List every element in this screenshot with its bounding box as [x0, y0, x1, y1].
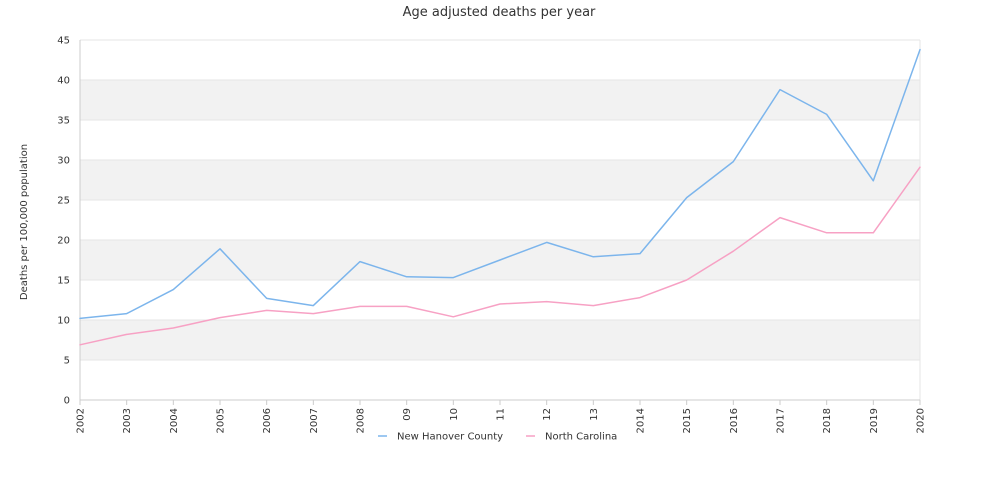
x-tick-label: 2018	[822, 408, 833, 433]
series-line-1	[79, 48, 921, 320]
legend: New Hanover County North Carolina	[378, 432, 617, 443]
x-tick-label: 11	[496, 408, 507, 421]
x-tick-label: 13	[589, 408, 600, 421]
y-tick-label: 30	[57, 156, 70, 167]
x-tick-label: 09	[402, 408, 413, 421]
grid-bands	[80, 80, 920, 360]
x-tick-label: 2002	[76, 408, 87, 433]
y-tick-label: 10	[57, 316, 70, 327]
y-tick-label: 25	[57, 196, 70, 207]
legend-item[interactable]: New Hanover County	[378, 432, 503, 443]
x-tick-label: 2019	[869, 408, 880, 433]
series-lines	[79, 48, 921, 346]
legend-item[interactable]: North Carolina	[526, 432, 617, 443]
chart-title: Age adjusted deaths per year	[403, 5, 596, 20]
grid-band	[80, 80, 920, 120]
x-tick-label: 2004	[169, 408, 180, 433]
x-tick-label: 2020	[916, 408, 927, 433]
x-tick-label: 2007	[309, 408, 320, 433]
y-axis-label: Deaths per 100,000 population	[19, 144, 30, 300]
series-line-2	[79, 166, 921, 346]
x-tick-label: 2003	[122, 408, 133, 433]
y-tick-label: 45	[57, 36, 70, 47]
y-axis-ticks: 0 5 10 15 20 25 30 35 40 45	[57, 36, 70, 407]
x-tick-label: 2017	[776, 408, 787, 433]
x-tick-label: 2005	[216, 408, 227, 433]
y-tick-label: 0	[64, 396, 70, 407]
x-tick-label: 12	[542, 408, 553, 421]
y-tick-label: 20	[57, 236, 70, 247]
x-tick-label: 2008	[356, 408, 367, 433]
legend-label: North Carolina	[545, 432, 617, 443]
x-tick-label: 2015	[682, 408, 693, 433]
y-tick-label: 5	[64, 356, 70, 367]
x-tick-label: 10	[449, 408, 460, 421]
grid-band	[80, 160, 920, 200]
y-tick-label: 15	[57, 276, 70, 287]
x-tick-label: 2014	[636, 408, 647, 433]
x-axis-ticks: 2002 2003 2004 2005 2006 2007 2008 09 10 11 12 13 20…	[76, 400, 927, 433]
legend-label: New Hanover County	[397, 432, 503, 443]
grid-band	[80, 320, 920, 360]
x-tick-label: 2006	[262, 408, 273, 433]
y-tick-label: 35	[57, 116, 70, 127]
x-tick-label: 2016	[729, 408, 740, 433]
y-tick-label: 40	[57, 76, 70, 87]
grid-lines	[80, 39, 920, 401]
